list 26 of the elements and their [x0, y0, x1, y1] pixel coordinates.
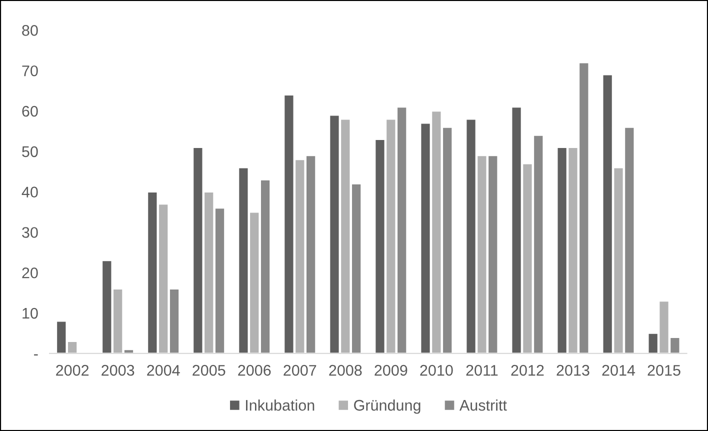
x-tick-label: 2007	[284, 364, 316, 376]
x-tick-label: 2008	[329, 364, 362, 376]
legend-label: Gründung	[354, 399, 420, 414]
x-tick-label: 2004	[147, 364, 180, 376]
x-tick-label: 2012	[511, 364, 544, 376]
y-tick-label: 70	[22, 65, 38, 76]
y-tick-label: 20	[22, 267, 38, 278]
x-tick-label: 2010	[420, 364, 453, 376]
y-tick-label: 80	[22, 25, 38, 36]
legend-label: Austritt	[459, 399, 507, 411]
x-tick-label: 2009	[374, 364, 408, 376]
x-tick-label: 2015	[648, 364, 680, 376]
x-tick-label: 2006	[238, 364, 271, 376]
x-tick-label: 2013	[556, 364, 590, 376]
y-tick-label: 30	[22, 227, 38, 238]
legend-label: Inkubation	[246, 399, 314, 411]
x-tick-label: 2005	[192, 364, 226, 376]
y-tick-label: 10	[22, 308, 38, 319]
y-tick-label: -	[34, 354, 38, 356]
y-tick-label: 60	[22, 106, 38, 117]
x-tick-label: 2003	[102, 364, 134, 376]
x-tick-label: 2014	[602, 364, 636, 376]
x-tick-label: 2011	[466, 364, 498, 376]
x-tick-label: 2002	[56, 364, 89, 376]
y-tick-label: 40	[22, 186, 38, 198]
y-tick-label: 50	[22, 146, 38, 158]
